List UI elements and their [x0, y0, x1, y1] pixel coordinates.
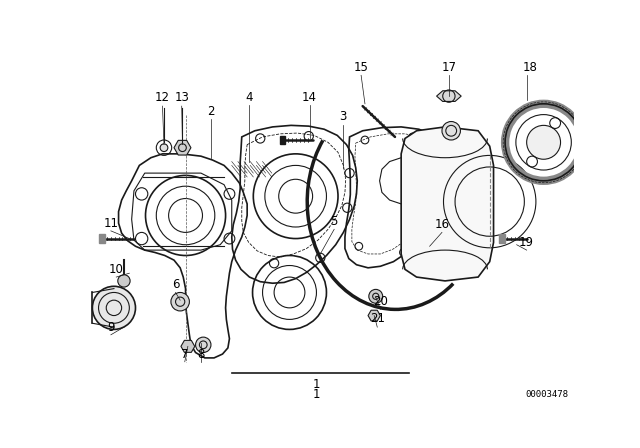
- Text: 9: 9: [107, 321, 115, 334]
- Text: 00003478: 00003478: [525, 390, 568, 399]
- Text: 15: 15: [354, 61, 369, 74]
- Polygon shape: [181, 340, 195, 353]
- Text: 17: 17: [442, 61, 456, 74]
- Circle shape: [196, 337, 211, 353]
- Bar: [99, 234, 105, 243]
- Text: 12: 12: [155, 91, 170, 104]
- Text: 20: 20: [373, 295, 388, 308]
- Text: 6: 6: [172, 278, 179, 291]
- Circle shape: [527, 125, 561, 159]
- Text: 7: 7: [181, 348, 189, 361]
- Circle shape: [369, 289, 383, 303]
- Polygon shape: [436, 91, 461, 101]
- Polygon shape: [368, 310, 380, 321]
- Text: 2: 2: [207, 105, 214, 118]
- Text: 14: 14: [302, 91, 317, 104]
- Polygon shape: [401, 127, 493, 281]
- Text: 3: 3: [339, 110, 346, 123]
- Bar: [280, 136, 285, 144]
- Bar: [499, 234, 505, 243]
- Text: 8: 8: [197, 348, 205, 361]
- Text: 16: 16: [435, 218, 449, 231]
- Text: 1: 1: [313, 379, 320, 392]
- Text: 4: 4: [246, 91, 253, 104]
- Circle shape: [92, 286, 136, 329]
- Text: 5: 5: [330, 215, 338, 228]
- Circle shape: [171, 293, 189, 311]
- Circle shape: [160, 144, 168, 151]
- Text: 11: 11: [103, 217, 118, 230]
- Circle shape: [118, 275, 130, 287]
- Polygon shape: [174, 140, 191, 155]
- Circle shape: [442, 121, 460, 140]
- Text: 21: 21: [370, 312, 385, 325]
- Text: 18: 18: [523, 61, 538, 74]
- Text: 13: 13: [174, 91, 189, 104]
- Text: 10: 10: [109, 263, 124, 276]
- Text: 1: 1: [313, 388, 320, 401]
- Text: 19: 19: [519, 236, 534, 249]
